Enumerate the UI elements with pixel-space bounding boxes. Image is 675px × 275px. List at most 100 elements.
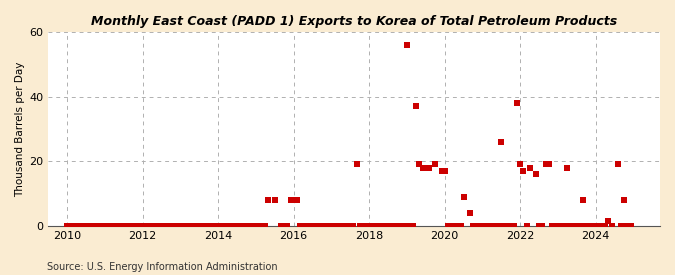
Point bbox=[282, 224, 293, 228]
Point bbox=[537, 224, 547, 228]
Point bbox=[84, 224, 95, 228]
Point bbox=[370, 224, 381, 228]
Point bbox=[562, 166, 573, 170]
Point bbox=[502, 224, 513, 228]
Point bbox=[338, 224, 349, 228]
Point bbox=[156, 224, 167, 228]
Point bbox=[254, 224, 265, 228]
Point bbox=[489, 224, 500, 228]
Point bbox=[80, 224, 91, 228]
Point bbox=[572, 224, 583, 228]
Point bbox=[619, 198, 630, 202]
Point bbox=[373, 224, 384, 228]
Point bbox=[137, 224, 148, 228]
Point bbox=[78, 224, 88, 228]
Point bbox=[521, 224, 532, 228]
Point bbox=[329, 224, 340, 228]
Point bbox=[184, 224, 195, 228]
Point bbox=[603, 219, 614, 223]
Point bbox=[319, 224, 330, 228]
Point bbox=[140, 224, 151, 228]
Point bbox=[404, 224, 415, 228]
Point bbox=[93, 224, 104, 228]
Point bbox=[304, 224, 315, 228]
Point bbox=[279, 224, 290, 228]
Point bbox=[134, 224, 145, 228]
Point bbox=[109, 224, 119, 228]
Point bbox=[74, 224, 85, 228]
Point bbox=[310, 224, 321, 228]
Point bbox=[257, 224, 268, 228]
Point bbox=[477, 224, 488, 228]
Point bbox=[317, 224, 327, 228]
Point bbox=[383, 224, 394, 228]
Point bbox=[408, 224, 418, 228]
Point bbox=[549, 224, 560, 228]
Point bbox=[518, 169, 529, 173]
Point bbox=[191, 224, 202, 228]
Point bbox=[417, 166, 428, 170]
Point bbox=[345, 224, 356, 228]
Point bbox=[395, 224, 406, 228]
Point bbox=[178, 224, 189, 228]
Point bbox=[367, 224, 377, 228]
Point bbox=[99, 224, 110, 228]
Point bbox=[153, 224, 164, 228]
Point bbox=[508, 224, 519, 228]
Point bbox=[103, 224, 113, 228]
Point bbox=[260, 224, 271, 228]
Point bbox=[612, 162, 623, 167]
Point bbox=[295, 224, 306, 228]
Point bbox=[531, 172, 541, 176]
Point bbox=[144, 224, 155, 228]
Point bbox=[414, 162, 425, 167]
Point bbox=[468, 224, 479, 228]
Point bbox=[210, 224, 221, 228]
Point bbox=[597, 224, 608, 228]
Point bbox=[200, 224, 211, 228]
Point bbox=[326, 224, 337, 228]
Point bbox=[165, 224, 176, 228]
Point bbox=[470, 224, 481, 228]
Point bbox=[203, 224, 214, 228]
Point bbox=[458, 195, 469, 199]
Point bbox=[65, 224, 76, 228]
Point bbox=[276, 224, 287, 228]
Point bbox=[540, 162, 551, 167]
Point bbox=[97, 224, 107, 228]
Point bbox=[250, 224, 261, 228]
Point bbox=[506, 224, 516, 228]
Point bbox=[292, 198, 302, 202]
Point bbox=[314, 224, 325, 228]
Point bbox=[298, 224, 308, 228]
Point bbox=[68, 224, 79, 228]
Point bbox=[229, 224, 240, 228]
Point bbox=[125, 224, 136, 228]
Point bbox=[360, 224, 371, 228]
Point bbox=[286, 198, 296, 202]
Point bbox=[543, 162, 554, 167]
Text: Source: U.S. Energy Information Administration: Source: U.S. Energy Information Administ… bbox=[47, 262, 278, 272]
Point bbox=[112, 224, 123, 228]
Point bbox=[446, 224, 456, 228]
Point bbox=[452, 224, 462, 228]
Point bbox=[71, 224, 82, 228]
Point bbox=[175, 224, 186, 228]
Point bbox=[385, 224, 396, 228]
Point bbox=[172, 224, 183, 228]
Point bbox=[216, 224, 227, 228]
Point bbox=[559, 224, 570, 228]
Point bbox=[106, 224, 117, 228]
Point bbox=[213, 224, 223, 228]
Point bbox=[300, 224, 311, 228]
Point bbox=[464, 211, 475, 215]
Point bbox=[587, 224, 598, 228]
Point bbox=[219, 224, 230, 228]
Point bbox=[449, 224, 460, 228]
Point bbox=[553, 224, 564, 228]
Point bbox=[392, 224, 403, 228]
Point bbox=[512, 101, 522, 105]
Point bbox=[323, 224, 334, 228]
Point bbox=[421, 166, 431, 170]
Point bbox=[244, 224, 255, 228]
